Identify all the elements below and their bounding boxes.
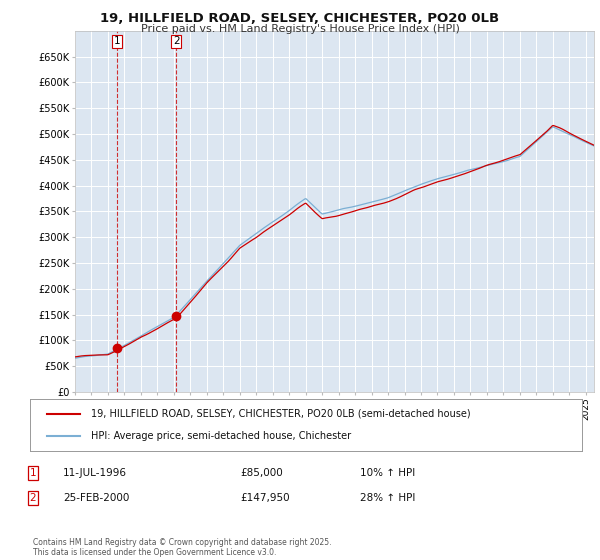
Text: 1: 1 [113, 36, 120, 46]
Text: £85,000: £85,000 [240, 468, 283, 478]
Text: 10% ↑ HPI: 10% ↑ HPI [360, 468, 415, 478]
Text: 19, HILLFIELD ROAD, SELSEY, CHICHESTER, PO20 0LB: 19, HILLFIELD ROAD, SELSEY, CHICHESTER, … [100, 12, 500, 25]
Text: 1: 1 [29, 468, 37, 478]
Text: 28% ↑ HPI: 28% ↑ HPI [360, 493, 415, 503]
Text: Price paid vs. HM Land Registry's House Price Index (HPI): Price paid vs. HM Land Registry's House … [140, 24, 460, 34]
Text: £147,950: £147,950 [240, 493, 290, 503]
Text: HPI: Average price, semi-detached house, Chichester: HPI: Average price, semi-detached house,… [91, 431, 351, 441]
Text: Contains HM Land Registry data © Crown copyright and database right 2025.
This d: Contains HM Land Registry data © Crown c… [33, 538, 331, 557]
Text: 11-JUL-1996: 11-JUL-1996 [63, 468, 127, 478]
Text: 2: 2 [29, 493, 37, 503]
Text: 25-FEB-2000: 25-FEB-2000 [63, 493, 130, 503]
Text: 19, HILLFIELD ROAD, SELSEY, CHICHESTER, PO20 0LB (semi-detached house): 19, HILLFIELD ROAD, SELSEY, CHICHESTER, … [91, 409, 470, 419]
Text: 2: 2 [173, 36, 179, 46]
